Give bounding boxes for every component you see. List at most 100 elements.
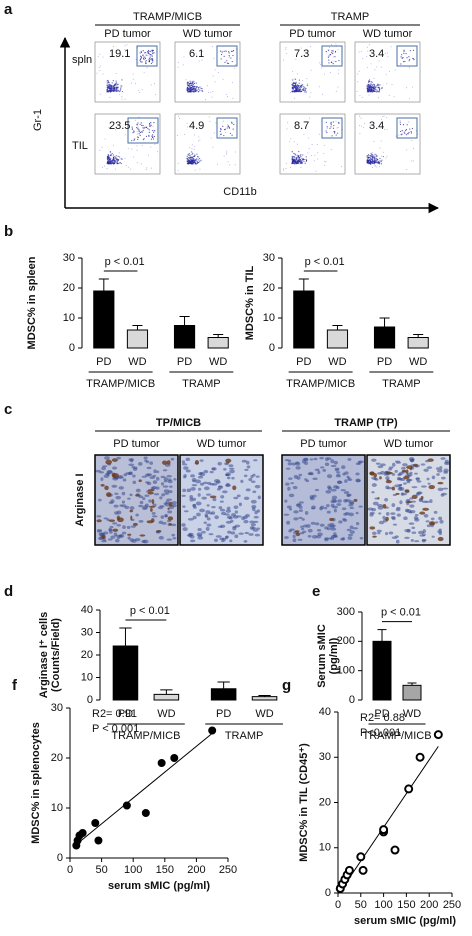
- event-dot: [297, 156, 299, 158]
- event-dot: [293, 160, 295, 162]
- event-dot: [144, 126, 146, 128]
- event-dot: [186, 88, 189, 90]
- x-axis-label: serum sMIC (pg/ml): [108, 880, 210, 892]
- stain: [385, 516, 389, 522]
- event-dot: [139, 59, 141, 61]
- nucleus: [122, 525, 126, 529]
- nucleus: [253, 459, 258, 462]
- event-dot: [399, 121, 401, 123]
- nucleus: [341, 465, 346, 470]
- flow-plot: [94, 41, 161, 103]
- nucleus: [199, 459, 204, 462]
- event-dot: [305, 160, 307, 162]
- event-dot: [150, 62, 153, 65]
- nucleus: [190, 474, 195, 478]
- nucleus: [96, 530, 103, 533]
- event-dot: [299, 91, 301, 93]
- event-dot: [314, 154, 316, 156]
- event-dot: [219, 50, 222, 52]
- nucleus: [144, 494, 150, 497]
- event-dot: [373, 163, 375, 165]
- annotation: p < 0.01: [105, 256, 145, 268]
- event-dot: [231, 60, 233, 63]
- event-dot: [302, 80, 304, 82]
- nucleus: [413, 515, 419, 520]
- event-dot: [404, 60, 406, 63]
- event-dot: [187, 159, 189, 161]
- nucleus: [427, 482, 431, 485]
- event-dot: [191, 85, 194, 87]
- event-dot: [310, 92, 312, 94]
- nucleus: [290, 482, 294, 485]
- nucleus: [163, 502, 167, 505]
- stain: [372, 535, 377, 538]
- event-dot: [209, 120, 211, 122]
- event-dot: [303, 160, 305, 163]
- event-dot: [357, 73, 359, 75]
- nucleus: [152, 474, 157, 477]
- event-dot: [232, 49, 235, 52]
- event-dot: [292, 87, 294, 89]
- stain: [401, 469, 407, 473]
- event-dot: [296, 73, 298, 75]
- event-dot: [200, 87, 202, 89]
- stain: [437, 481, 444, 485]
- event-dot: [405, 129, 407, 132]
- event-dot: [296, 162, 298, 164]
- nucleus: [114, 538, 120, 543]
- event-dot: [295, 58, 297, 60]
- event-dot: [381, 87, 383, 90]
- event-dot: [293, 141, 295, 143]
- event-dot: [150, 58, 152, 60]
- x-tick-label: 150: [156, 864, 174, 876]
- nucleus: [196, 512, 201, 517]
- nucleus: [182, 505, 186, 508]
- nucleus: [236, 494, 241, 498]
- event-dot: [219, 130, 221, 132]
- nucleus: [398, 473, 402, 476]
- event-dot: [106, 162, 109, 164]
- nucleus: [439, 519, 444, 524]
- gate-percent: 19.1: [109, 48, 130, 60]
- nucleus: [121, 504, 127, 508]
- event-dot: [101, 166, 103, 168]
- nucleus: [293, 510, 299, 514]
- event-dot: [154, 52, 156, 54]
- nucleus: [203, 469, 209, 474]
- nucleus: [311, 535, 318, 539]
- nucleus: [99, 471, 104, 474]
- event-dot: [112, 163, 115, 165]
- event-dot: [197, 87, 200, 89]
- event-dot: [322, 93, 324, 95]
- nucleus: [403, 482, 407, 485]
- nucleus: [284, 536, 289, 539]
- nucleus: [431, 475, 436, 480]
- event-dot: [142, 57, 145, 60]
- event-dot: [232, 50, 234, 52]
- nucleus: [347, 536, 353, 540]
- event-dot: [199, 168, 201, 170]
- stain: [156, 530, 162, 533]
- point: [390, 845, 400, 855]
- nucleus: [371, 458, 377, 462]
- event-dot: [115, 161, 117, 163]
- event-dot: [118, 91, 120, 93]
- event-dot: [304, 162, 306, 164]
- nucleus: [408, 522, 415, 525]
- event-dot: [134, 83, 136, 85]
- event-dot: [112, 144, 114, 146]
- event-dot: [228, 52, 230, 54]
- event-dot: [375, 155, 377, 157]
- event-dot: [378, 60, 380, 62]
- event-dot: [306, 78, 308, 80]
- event-dot: [124, 134, 126, 136]
- stain: [422, 507, 430, 511]
- event-dot: [226, 152, 228, 154]
- nucleus: [201, 496, 207, 500]
- stain: [385, 471, 393, 475]
- event-dot: [386, 83, 388, 85]
- nucleus: [110, 535, 116, 539]
- nucleus: [382, 515, 386, 520]
- nucleus: [297, 538, 303, 541]
- event-dot: [197, 156, 199, 158]
